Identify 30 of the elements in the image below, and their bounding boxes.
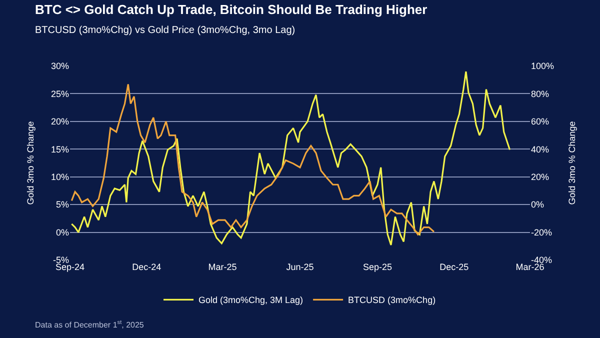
- x-tick-label: Sep-24: [55, 262, 85, 272]
- y2-tick-label: 0%: [531, 200, 544, 210]
- x-tick-label: Mar-26: [516, 262, 544, 272]
- x-tick-label: Sep-25: [362, 262, 392, 272]
- line-series: [70, 70, 511, 246]
- y2-tick-label: -20%: [531, 227, 552, 238]
- y-tick-label: 0%: [56, 227, 69, 238]
- y-tick-label: 15%: [50, 144, 69, 154]
- y-tick-label: 10%: [50, 172, 69, 182]
- legend-label: Gold (3mo%Chg, 3M Lag): [198, 295, 304, 306]
- x-tick-label: Dec-25: [440, 262, 469, 272]
- y2-tick-label: 20%: [531, 172, 550, 182]
- chart-title: BTC <> Gold Catch Up Trade, Bitcoin Should Be Trading Higher: [35, 2, 428, 17]
- text: Data as of December 1$^{st}$, 2025: [35, 320, 144, 330]
- y-tick-label: 5%: [56, 200, 69, 210]
- y2-axis-title: Gold 3mo % Change: [566, 121, 577, 205]
- y2-tick-label: 80%: [531, 88, 550, 99]
- y2-tick-label: 100%: [531, 61, 554, 72]
- y-tick-label: 25%: [50, 88, 69, 99]
- y2-tick-label: 60%: [531, 116, 550, 127]
- x-tick-label: Dec-24: [132, 262, 162, 272]
- y-tick-label: 20%: [50, 116, 69, 127]
- y-tick-label: 30%: [50, 61, 69, 72]
- legend-label: BTCUSD (3mo%Chg): [348, 295, 436, 306]
- line-series: [70, 83, 435, 236]
- y2-tick-label: 40%: [531, 144, 550, 154]
- x-tick-label: Jun-25: [286, 262, 314, 272]
- x-tick-label: Mar-25: [208, 262, 237, 272]
- chart-subtitle: BTCUSD (3mo%Chg) vs Gold Price (3mo%Chg, 3mo Lag): [35, 25, 296, 36]
- y-axis-title: Gold 3mo % Change: [25, 121, 36, 205]
